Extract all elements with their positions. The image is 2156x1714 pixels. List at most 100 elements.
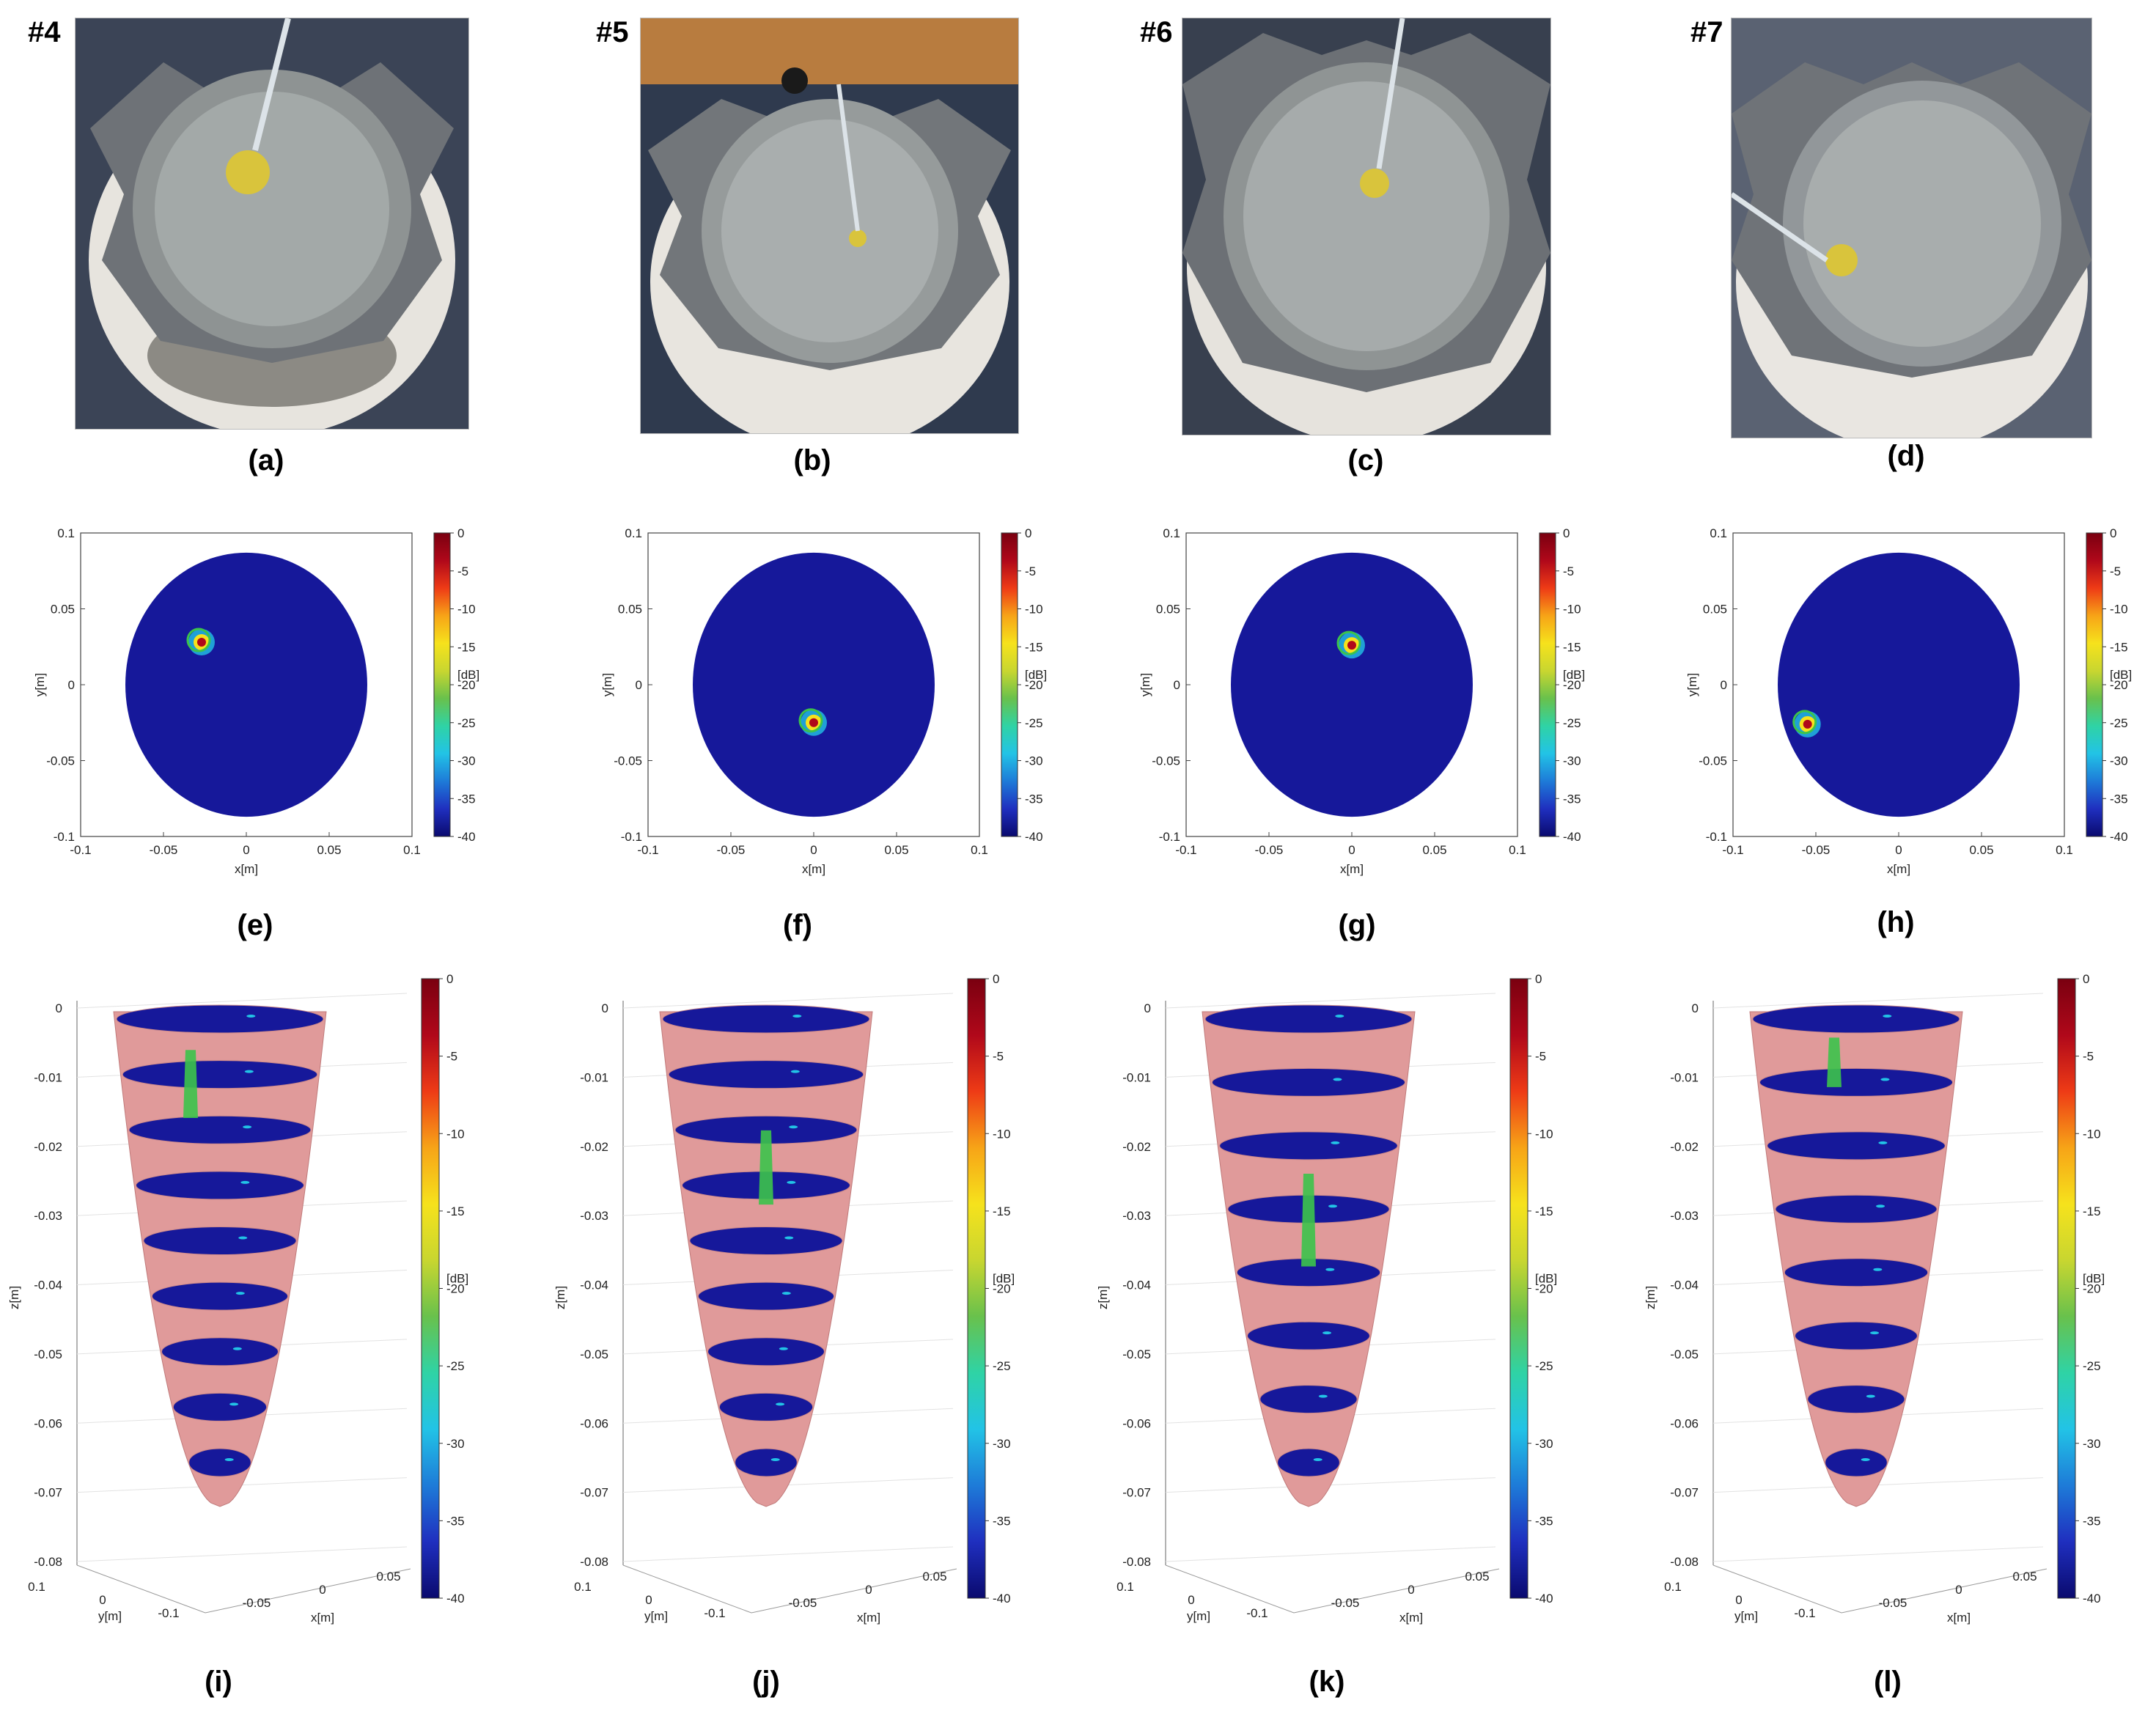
map-cb-tick: -10 xyxy=(2110,603,2128,617)
volume-colorbar xyxy=(1509,978,1528,1599)
volume-axes: 0 -0.01 -0.02 -0.03 -0.04 -0.05 -0.06 -0.07 -0.0… xyxy=(1096,993,1500,1625)
map-field-disc xyxy=(693,552,935,817)
volume-z-tick: -0.03 xyxy=(34,1209,62,1223)
map-y-tick: 0.05 xyxy=(1156,603,1180,617)
slice-speckle xyxy=(1335,1015,1344,1018)
target-inclusion xyxy=(759,1130,773,1205)
slice-speckle xyxy=(1322,1331,1332,1335)
map-cb-tick: -5 xyxy=(457,564,468,578)
map-cb-tick: -30 xyxy=(2110,754,2128,768)
volume-z-tick: -0.08 xyxy=(1670,1555,1699,1569)
volume-z-tick: -0.04 xyxy=(34,1279,62,1292)
slice-speckle xyxy=(1325,1268,1335,1271)
slice-speckle xyxy=(244,1070,254,1073)
reconstruction-slice xyxy=(122,1060,318,1089)
volume-panel-j: 0 -0.01 -0.02 -0.03 -0.04 -0.05 -0.06 -0.07 -0.0… xyxy=(546,972,1074,1649)
volume-z-tick: -0.08 xyxy=(34,1555,62,1569)
volume-cb-tick: 0 xyxy=(1535,972,1542,986)
floor-axes xyxy=(622,1564,957,1614)
volume-z-tick: -0.06 xyxy=(1670,1416,1699,1430)
volume-z-tick: -0.07 xyxy=(34,1486,62,1500)
map-panel-g: -0.1 -0.05 0 0.05 0.1 0.1 0.05 0 -0.05 -0.1 x[m] y[… xyxy=(1127,524,1641,891)
volume-x-label: x[m] xyxy=(1947,1611,1971,1625)
volume-cb-tick: -25 xyxy=(993,1359,1011,1373)
volume-z-tick: -0.02 xyxy=(580,1140,608,1154)
caption-l: (l) xyxy=(1874,1666,1902,1698)
slice-speckle xyxy=(1328,1204,1338,1208)
volume-cb-tick: -10 xyxy=(446,1127,465,1141)
volume-y-tick: 0.1 xyxy=(28,1580,45,1594)
slice-speckle xyxy=(229,1402,239,1406)
volume-x-label: x[m] xyxy=(1399,1611,1423,1625)
map-x-tick: -0.1 xyxy=(1722,843,1743,857)
reconstruction-slice xyxy=(1219,1131,1398,1161)
map-y-tick: -0.05 xyxy=(46,754,75,768)
volume-z-label: z[m] xyxy=(1644,1286,1658,1309)
map-y-label: y[m] xyxy=(1138,673,1152,696)
map-x-tick: -0.1 xyxy=(1175,843,1196,857)
caption-d: (d) xyxy=(1887,440,1925,472)
caption-k: (k) xyxy=(1309,1666,1345,1698)
map-panel-h: -0.1 -0.05 0 0.05 0.1 0.1 0.05 0 -0.05 -0.1 x[m] y[… xyxy=(1674,524,2156,891)
volume-cb-unit: [dB] xyxy=(1535,1272,1557,1286)
map-hotspot-core xyxy=(196,638,206,647)
map-x-tick: 0.1 xyxy=(2056,843,2073,857)
caption-g: (g) xyxy=(1338,909,1376,941)
slice-speckle xyxy=(1861,1458,1870,1461)
volume-x-tick: 0 xyxy=(865,1583,872,1597)
volume-cb-tick: -20 xyxy=(446,1282,465,1296)
map-x-label: x[m] xyxy=(235,862,258,876)
map-cb-tick: -15 xyxy=(1563,640,1581,654)
map-x-tick: -0.05 xyxy=(717,843,746,857)
map-target-marker xyxy=(186,628,211,652)
reconstruction-slice xyxy=(161,1337,279,1367)
map-x-tick: -0.05 xyxy=(1255,843,1284,857)
map-cb-tick: -5 xyxy=(2110,564,2121,578)
map-field-disc xyxy=(1231,552,1473,817)
slice-speckle xyxy=(1883,1015,1892,1018)
volume-cb-tick: -20 xyxy=(993,1282,1011,1296)
map-x-tick: -0.1 xyxy=(637,843,658,857)
photo-tag-4: #4 xyxy=(28,16,61,48)
volume-y-label: y[m] xyxy=(1187,1609,1210,1623)
slice-speckle xyxy=(1880,1078,1890,1081)
volume-x-tick: 0 xyxy=(319,1583,325,1597)
volume-y-label: y[m] xyxy=(644,1609,668,1623)
volume-x-tick: 0.05 xyxy=(2012,1570,2037,1584)
map-x-tick: 0 xyxy=(1348,843,1355,857)
map-cb-tick: -35 xyxy=(457,792,476,806)
volume-cb-tick: -40 xyxy=(2083,1592,2101,1606)
volume-y-label: y[m] xyxy=(98,1609,122,1623)
slice-speckle xyxy=(1866,1394,1875,1398)
map-cb-tick: -10 xyxy=(457,603,476,617)
map-x-tick: -0.05 xyxy=(150,843,178,857)
map-cb-unit: [dB] xyxy=(1025,668,1047,682)
map-cb-tick: -10 xyxy=(1563,603,1581,617)
caption-c: (c) xyxy=(1347,444,1384,477)
reconstruction-slice xyxy=(1825,1448,1888,1477)
map-panel-f: -0.1 -0.05 0 0.05 0.1 0.1 0.05 0 -0.05 -0.1 x[m] y[… xyxy=(589,524,1103,891)
map-y-tick: 0.05 xyxy=(51,603,75,617)
map-axes: -0.1 -0.05 0 0.05 0.1 0.1 0.05 0 -0.05 -0.1 x[m] y[… xyxy=(33,526,421,876)
volume-x-tick: 0.05 xyxy=(922,1570,946,1584)
reconstruction-slice xyxy=(1784,1258,1929,1287)
map-y-tick: -0.1 xyxy=(1706,830,1727,844)
volume-colorbar xyxy=(2057,978,2076,1599)
map-cb-tick: 0 xyxy=(2110,526,2116,540)
map-cb-tick: -40 xyxy=(2110,830,2128,844)
caption-i: (i) xyxy=(205,1666,232,1698)
volume-z-tick: -0.01 xyxy=(1122,1070,1151,1084)
volume-y-tick: 0.1 xyxy=(574,1580,592,1594)
map-hotspot-core xyxy=(1803,719,1812,729)
map-x-tick: 0.1 xyxy=(1509,843,1526,857)
volume-panel-k: 0 -0.01 -0.02 -0.03 -0.04 -0.05 -0.06 -0.07 -0.0… xyxy=(1089,972,1616,1649)
volume-x-label: x[m] xyxy=(857,1611,880,1625)
slice-speckle xyxy=(224,1458,234,1461)
volume-grid-line xyxy=(1165,993,1496,1009)
reconstruction-slice xyxy=(1259,1385,1358,1414)
volume-axes: 0 -0.01 -0.02 -0.03 -0.04 -0.05 -0.06 -0.07 -0.0… xyxy=(1644,993,2048,1625)
map-cb-tick: -40 xyxy=(1025,830,1043,844)
map-cb-unit: [dB] xyxy=(457,668,479,682)
volume-grid-line xyxy=(76,1546,408,1562)
slice-speckle xyxy=(784,1236,794,1240)
